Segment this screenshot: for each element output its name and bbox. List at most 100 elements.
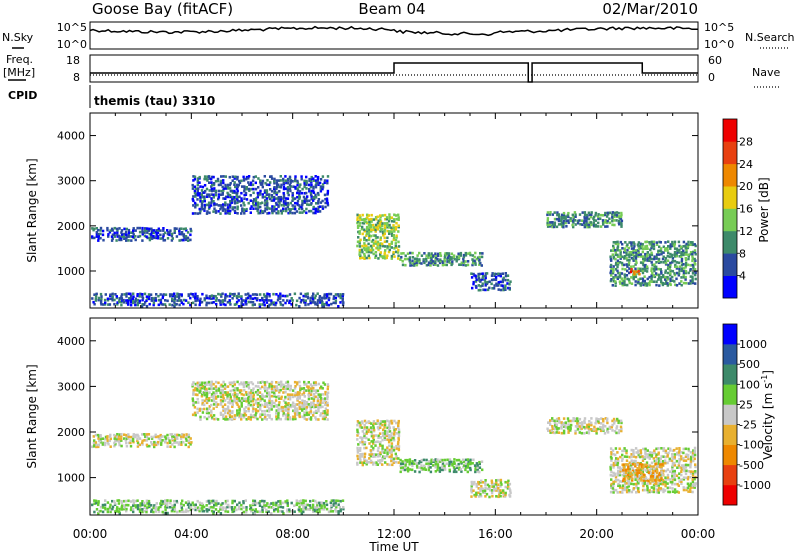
echo-cell: [208, 387, 211, 391]
echo-cell: [300, 177, 303, 181]
echo-cell: [240, 507, 243, 511]
echo-cell: [296, 409, 299, 413]
echo-cell: [623, 281, 626, 285]
echo-cell: [567, 215, 570, 219]
echo-cell: [691, 259, 694, 263]
echo-cell: [689, 484, 692, 487]
echo-cell: [275, 404, 278, 407]
echo-cell: [271, 209, 274, 213]
echo-cell: [196, 506, 200, 509]
echo-cell: [669, 247, 672, 250]
echo-cell: [667, 240, 670, 243]
echo-cell: [138, 301, 141, 304]
echo-cell: [138, 437, 142, 440]
echo-cell: [592, 223, 596, 227]
echo-cell: [193, 185, 197, 189]
echo-cell: [220, 206, 223, 209]
echo-cell: [240, 212, 243, 215]
echo-cell: [293, 415, 297, 419]
echo-cell: [358, 456, 362, 460]
echo-cell: [446, 256, 450, 259]
echo-cell: [94, 433, 98, 437]
echo-cell: [684, 244, 687, 248]
echo-cell: [120, 231, 123, 234]
echo-cell: [209, 204, 213, 207]
echo-cell: [490, 481, 494, 484]
echo-cell: [430, 460, 433, 464]
echo-cell: [399, 466, 403, 470]
echo-cell: [609, 473, 612, 477]
echo-cell: [237, 507, 241, 511]
echo-cell: [381, 459, 384, 462]
echo-cell: [148, 297, 151, 301]
echo-cell: [613, 419, 617, 423]
echo-cell: [325, 197, 329, 201]
echo-cell: [231, 403, 234, 406]
echo-cell: [201, 386, 204, 390]
echo-cell: [358, 425, 362, 429]
echo-cell: [576, 422, 579, 425]
echo-cell: [687, 449, 691, 453]
echo-cell: [206, 410, 209, 413]
echo-cell: [443, 466, 446, 470]
echo-cell: [571, 219, 575, 223]
echo-cell: [650, 269, 653, 272]
echo-cell: [682, 270, 686, 273]
echo-cell: [261, 303, 264, 306]
echo-cell: [441, 263, 445, 267]
echo-cell: [562, 225, 565, 229]
echo-cell: [486, 487, 489, 491]
echo-cell: [287, 397, 290, 401]
echo-cell: [120, 300, 123, 304]
echo-cell: [689, 465, 692, 469]
echo-cell: [198, 409, 201, 412]
echo-cell: [288, 397, 292, 401]
echo-cell: [388, 463, 391, 467]
echo-cell: [441, 260, 444, 263]
echo-cell: [678, 267, 681, 271]
echo-cell: [259, 205, 262, 209]
echo-cell: [302, 387, 306, 390]
echo-cell: [242, 501, 245, 505]
echo-cell: [287, 383, 290, 386]
echo-cell: [147, 437, 150, 441]
echo-cell: [210, 197, 213, 200]
echo-cell: [175, 441, 178, 444]
echo-cell: [366, 230, 369, 233]
echo-cell: [201, 503, 204, 507]
echo-cell: [279, 179, 282, 182]
echo-cell: [658, 471, 662, 475]
echo-cell: [137, 443, 140, 446]
echo-cell: [176, 295, 179, 298]
echo-cell: [686, 482, 690, 486]
echo-cell: [633, 255, 636, 258]
echo-cell: [551, 417, 554, 420]
echo-cell: [693, 249, 697, 252]
echo-cell: [302, 505, 305, 509]
echo-cell: [370, 213, 373, 217]
echo-cell: [300, 205, 303, 209]
echo-cell: [166, 506, 169, 509]
echo-cell: [654, 455, 658, 458]
echo-cell: [134, 499, 138, 503]
echo-cell: [612, 452, 615, 456]
echo-cell: [240, 179, 243, 183]
echo-cell: [376, 422, 379, 425]
echo-cell: [282, 194, 286, 197]
echo-cell: [226, 418, 229, 421]
echo-cell: [254, 399, 258, 402]
echo-cell: [155, 441, 158, 445]
echo-cell: [196, 385, 200, 388]
echo-cell: [609, 490, 613, 494]
echo-cell: [141, 439, 144, 443]
echo-cell: [435, 460, 438, 463]
echo-cell: [298, 414, 301, 417]
echo-cell: [183, 298, 186, 302]
echo-cell: [356, 428, 359, 432]
echo-cell: [286, 415, 290, 419]
echo-cell: [321, 207, 325, 210]
echo-cell: [318, 181, 322, 185]
echo-cell: [643, 258, 647, 262]
echo-cell: [169, 505, 172, 509]
echo-cell: [384, 438, 387, 441]
